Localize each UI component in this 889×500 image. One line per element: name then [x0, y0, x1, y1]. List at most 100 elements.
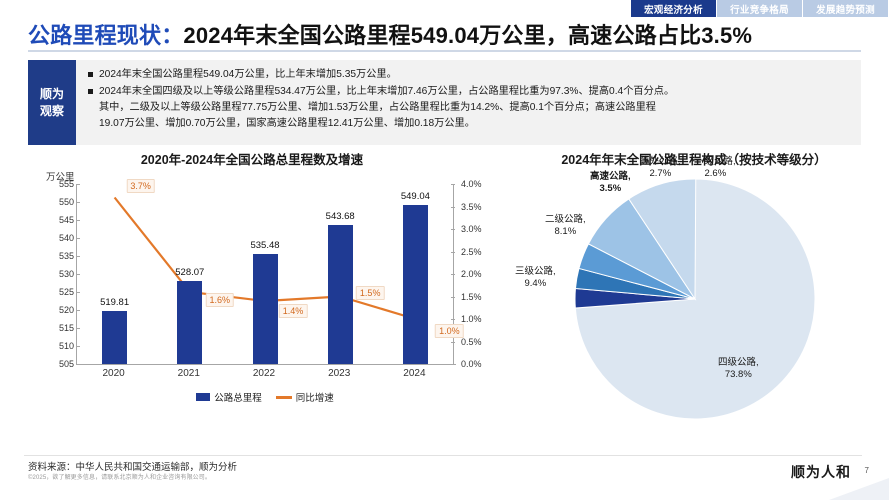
bar-chart-title: 2020年-2024年全国公路总里程数及增速	[140, 153, 364, 167]
x-axis-label: 2020	[102, 368, 125, 379]
y-tick-right: 1.0%	[461, 314, 482, 324]
y-tickmark-left	[76, 310, 80, 311]
legend-bar-swatch-icon	[196, 393, 211, 401]
observation-bullet-2-text: 2024年末全国四级及以上等级公路里程534.47万公里，比上年末增加7.46万…	[99, 85, 675, 97]
x-axis-label: 2022	[252, 368, 276, 379]
pie-slice-name: 四级公路,	[718, 357, 759, 368]
y-tickmark-left	[76, 220, 80, 221]
legend-line-swatch-icon	[275, 395, 292, 399]
pie-slice-name: 二级公路,	[545, 214, 586, 225]
bar-value-label: 528.07	[175, 266, 205, 278]
y-tick-right: 0.0%	[461, 359, 482, 369]
y-axis-right-line	[453, 184, 454, 364]
pie-slice-label: 四级公路, 73.8%	[718, 357, 759, 381]
x-tickmark	[226, 364, 231, 365]
observation-body: 2024年末全国公路里程549.04万公里，比上年末增加5.35万公里。 202…	[76, 60, 861, 145]
bar[interactable]	[177, 280, 203, 364]
pie-slice[interactable]	[628, 178, 697, 301]
legend-item-growth-rate: 同比增速	[275, 390, 334, 404]
pie-slice-percent: 9.4%	[524, 277, 547, 289]
observation-continuation-1: 其中，二级及以上等级公路里程77.75万公里、增加1.53万公里，占公路里程比重…	[99, 102, 656, 113]
pie-slice-percent: 73.8%	[724, 368, 752, 380]
y-tick-left: 555	[58, 179, 74, 189]
legend-label-growth-rate: 同比增速	[295, 393, 334, 404]
pie-chart-title: 2024年年末全国公路里程构成（按技术等级分）	[561, 153, 827, 167]
bar-value-label: 519.81	[100, 296, 130, 308]
bar-chart-y-axis-left: 555 550 545 540 535 530 525 520 515 510 505	[44, 179, 80, 369]
bar[interactable]	[402, 205, 428, 364]
x-axis-label: 2024	[403, 368, 426, 379]
y-tick-left: 510	[58, 341, 74, 351]
pie-slice-name: 一级公路,	[695, 156, 736, 167]
y-tick-right: 4.0%	[461, 179, 482, 189]
tab-trend-forecast[interactable]: 发展趋势预测	[803, 0, 889, 17]
y-tickmark-left	[76, 238, 80, 239]
bar[interactable]	[327, 224, 353, 364]
x-axis-line	[76, 364, 454, 365]
y-tick-right: 1.5%	[461, 291, 482, 302]
bar-chart-unit-label: 万公里	[46, 172, 75, 183]
pie-slice-label: 一级公路, 2.6%	[695, 156, 736, 180]
y-tick-right: 3.0%	[461, 224, 482, 234]
pie-slice-label: 二级公路, 8.1%	[545, 214, 586, 238]
y-tick-left: 540	[58, 233, 74, 243]
tab-industry-competition[interactable]: 行业竞争格局	[717, 0, 803, 17]
observation-bullet-1-text: 2024年末全国公路里程549.04万公里，比上年末增加5.35万公里。	[99, 69, 397, 80]
y-tick-left: 525	[58, 287, 74, 297]
pie-chart-svg	[574, 178, 816, 420]
pie-slice-name: 高速公路,	[590, 171, 631, 182]
corner-decoration	[829, 478, 889, 500]
pie-slice-percent: 8.1%	[554, 225, 577, 237]
pie-chart-area: 四级公路, 73.8% 三级公路, 9.4% 二级公路, 8.1% 高速公路, 3.5% 等外公…	[505, 156, 883, 444]
growth-rate-label: 1.4%	[278, 304, 308, 318]
bar-chart-plot-area: 519.81 528.07 535.48 543.68 549.04 3.7% 1.6% 1.…	[77, 178, 464, 364]
x-axis-label: 2023	[328, 368, 351, 379]
y-tick-left: 545	[58, 215, 74, 225]
x-tickmark	[376, 364, 381, 365]
pie-slice-percent: 2.6%	[704, 167, 727, 179]
page-title: 公路里程现状： 2024年末全国公路里程549.04万公里，高速公路占比3.5%	[28, 19, 868, 49]
legend-label-total-mileage: 公路总里程	[214, 393, 262, 404]
y-tickmark-left	[76, 346, 80, 347]
bar[interactable]	[252, 254, 278, 364]
page-number: 7	[864, 466, 869, 475]
y-tick-right: 2.0%	[461, 269, 482, 279]
x-tickmark	[151, 364, 156, 365]
bar-value-label: 549.04	[400, 191, 430, 203]
y-tickmark-left	[76, 292, 80, 293]
bar-value-label: 543.68	[325, 210, 355, 222]
bar-value-label: 535.48	[250, 240, 280, 252]
y-tickmark-left	[76, 202, 80, 203]
company-logo: 顺为人和	[791, 465, 851, 481]
square-bullet-icon	[88, 88, 93, 94]
pie-slice-name: 等外公路,	[640, 156, 681, 167]
observation-bullet-1: 2024年末全国公路里程549.04万公里，比上年末增加5.35万公里。	[88, 67, 851, 83]
bar[interactable]	[102, 310, 128, 364]
x-axis-label: 2021	[177, 368, 200, 379]
footer-divider	[24, 455, 862, 456]
pie-slice-percent: 2.7%	[649, 167, 672, 179]
observation-bullet-2: 2024年末全国四级及以上等级公路里程534.47万公里，比上年末增加7.46万…	[88, 84, 851, 100]
observation-badge: 顺为 观察	[28, 60, 76, 145]
page-title-highlight: 公路里程现状：	[28, 23, 184, 48]
observation-panel: 顺为 观察 2024年末全国公路里程549.04万公里，比上年末增加5.35万公…	[28, 60, 861, 145]
y-tickmark-left	[76, 184, 80, 185]
pie-slice-label: 三级公路, 9.4%	[515, 266, 556, 290]
pie-slice-percent: 3.5%	[599, 182, 622, 194]
y-tick-left: 520	[58, 305, 74, 315]
source-note: 资料来源：中华人民共和国交通运输部，顺为分析	[28, 462, 238, 473]
page-title-rest: 2024年末全国公路里程549.04万公里，高速公路占比3.5%	[183, 23, 753, 48]
pie-slice-label: 高速公路, 3.5%	[590, 171, 631, 195]
x-tickmark	[452, 364, 456, 365]
tab-macro-economy[interactable]: 宏观经济分析	[631, 0, 717, 17]
y-axis-left-line	[76, 184, 77, 364]
y-tick-left: 505	[58, 359, 74, 369]
pie-chart: 2024年年末全国公路里程构成（按技术等级分） 四级公路, 73.8% 三级公路, 9…	[505, 152, 883, 457]
legend-item-total-mileage: 公路总里程	[196, 390, 262, 404]
x-tickmark	[301, 364, 306, 365]
title-divider	[28, 50, 861, 52]
y-tick-left: 535	[58, 251, 74, 261]
top-tabbar: 宏观经济分析 行业竞争格局 发展趋势预测	[0, 0, 889, 17]
y-tick-right: 2.5%	[461, 246, 482, 257]
growth-rate-label: 1.0%	[435, 324, 464, 338]
